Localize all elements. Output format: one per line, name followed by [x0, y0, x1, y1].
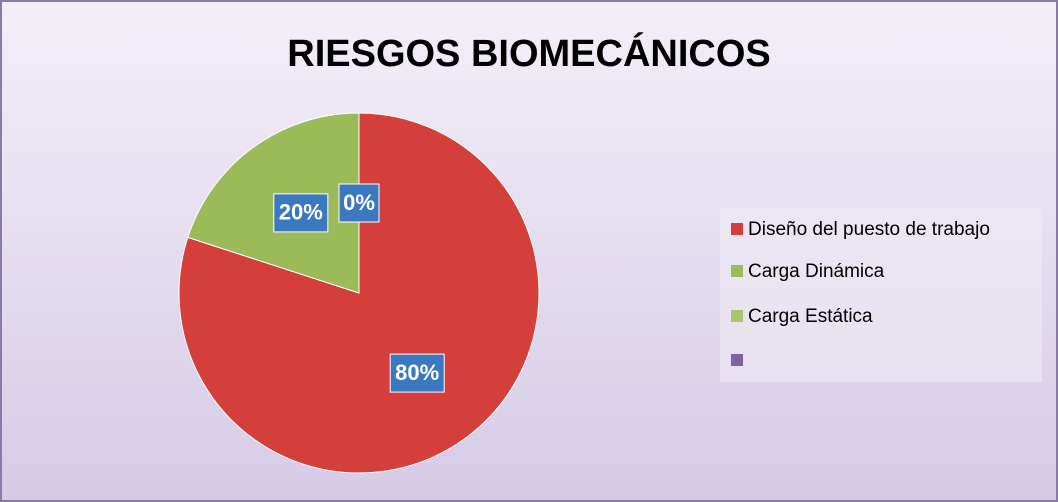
legend-swatch [731, 265, 743, 277]
data-label-box [338, 183, 380, 223]
data-label-box [389, 353, 445, 393]
legend-swatch [731, 310, 743, 322]
legend-swatch [731, 354, 743, 366]
chart-title: RIESGOS BIOMECÁNICOS [287, 31, 771, 75]
legend-swatch [731, 223, 743, 235]
data-label: 20% [279, 200, 323, 225]
data-label: 80% [395, 360, 439, 385]
data-label-box [273, 193, 329, 233]
pie-slice [178, 112, 540, 474]
legend-label: Diseño del puesto de trabajo [748, 219, 990, 240]
legend-box [720, 208, 1042, 382]
legend-label: Carga Estática [748, 306, 873, 327]
data-label: 0% [343, 190, 375, 215]
legend-label: Carga Dinámica [748, 261, 885, 282]
